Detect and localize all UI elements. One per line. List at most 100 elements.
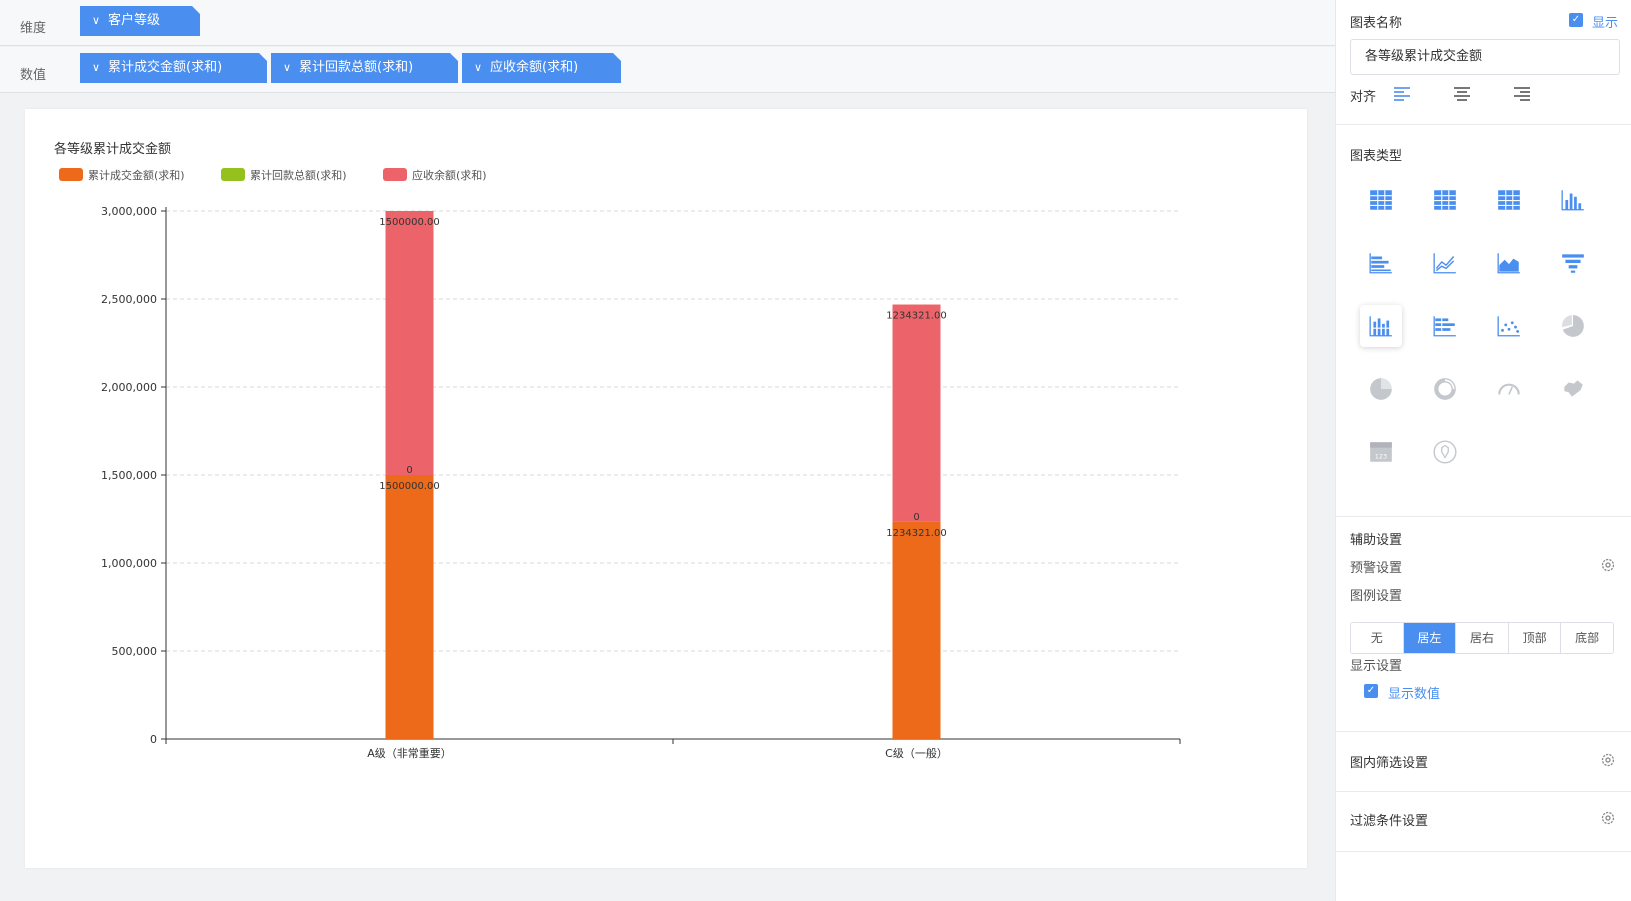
y-tick-label: 2,000,000 (101, 381, 157, 394)
legend-swatch (383, 168, 407, 181)
chart-type-option[interactable] (1424, 305, 1466, 347)
align-label: 对齐 (1350, 90, 1377, 105)
gear-icon[interactable] (1600, 557, 1616, 573)
value-pill[interactable]: ∨ 累计回款总额(求和) (271, 53, 458, 83)
value-shelf: 数值 ∨ 累计成交金额(求和) ∨ 累计回款总额(求和) ∨ 应收余额(求和) (0, 47, 1335, 93)
legend-option-1[interactable]: 居左 (1403, 623, 1457, 653)
bar-segment[interactable] (892, 304, 941, 522)
chart-title: 各等级累计成交金额 (54, 141, 171, 157)
warning-settings-label: 预警设置 (1350, 561, 1403, 576)
dimension-pill[interactable]: ∨ 客户等级 (80, 6, 200, 36)
donut-chart-icon (1434, 378, 1456, 400)
legend-option-3[interactable]: 顶部 (1508, 623, 1562, 653)
inner-filter-label: 图内筛选设置 (1350, 756, 1429, 771)
chart-title-section: 图表名称 ✓ 显示 各等级累计成交金额 对齐 (1336, 0, 1631, 125)
data-label: 0 (913, 512, 919, 523)
data-label: 1500000.00 (379, 217, 439, 228)
value-label: 数值 (20, 68, 47, 83)
display-settings-label: 显示设置 (1350, 659, 1403, 674)
bar-segment[interactable] (385, 475, 434, 739)
bar-chart-icon (1369, 253, 1392, 274)
align-right-icon[interactable] (1513, 86, 1531, 102)
value-pill[interactable]: ∨ 应收余额(求和) (462, 53, 621, 83)
y-tick-label: 3,000,000 (101, 205, 157, 218)
chart-type-option[interactable] (1360, 242, 1402, 284)
chart-type-option[interactable] (1424, 242, 1466, 284)
legend-label: 累计成交金额(求和) (88, 168, 185, 182)
legend-swatch (59, 168, 83, 181)
chart-type-option[interactable] (1424, 368, 1466, 410)
gear-icon[interactable] (1600, 752, 1616, 768)
dimension-label: 维度 (20, 21, 47, 36)
area-chart-icon (1497, 253, 1520, 274)
y-tick-label: 500,000 (112, 645, 158, 658)
x-tick-label: C级（一般） (885, 747, 948, 760)
y-tick-label: 2,500,000 (101, 293, 157, 306)
line-chart-icon (1433, 253, 1456, 274)
show-values-checkbox[interactable]: ✓ (1364, 684, 1378, 698)
chart-type-option[interactable] (1488, 305, 1530, 347)
chart-card: 各等级累计成交金额 累计成交金额(求和) 累计回款总额(求和) 应收余额(求和) 0 50… (25, 109, 1307, 868)
chevron-down-icon: ∨ (283, 61, 292, 74)
svg-text:123: 123 (1375, 453, 1387, 461)
legend-option-2[interactable]: 居右 (1456, 623, 1509, 653)
chart-type-option[interactable] (1424, 179, 1466, 221)
filter-condition-label: 过滤条件设置 (1350, 814, 1429, 829)
align-center-icon[interactable] (1453, 86, 1471, 102)
chart-type-option[interactable] (1488, 179, 1530, 221)
chart-type-option[interactable] (1360, 179, 1402, 221)
legend-position-control: 无居左 居右 顶部 底部 (1350, 622, 1614, 654)
table-icon (1370, 190, 1392, 210)
chart-type-option[interactable] (1488, 368, 1530, 410)
chart-editor-area: 维度 ∨ 客户等级 数值 ∨ 累计成交金额(求和) ∨ 累计回款总额(求和) ∨ 应收余… (0, 0, 1335, 868)
data-label: 1234321.00 (886, 528, 946, 539)
chart-type-label: 图表类型 (1350, 149, 1403, 164)
scatter-chart-icon (1497, 316, 1520, 337)
chart-type-option[interactable] (1552, 368, 1594, 410)
pie-chart-icon (1562, 315, 1584, 337)
legend-option-4[interactable]: 底部 (1561, 623, 1613, 653)
bar-segment[interactable] (892, 521, 941, 739)
chart-type-section: 图表类型 (1336, 125, 1631, 517)
filter-condition-section: 过滤条件设置 (1336, 792, 1631, 852)
chart-type-option[interactable] (1552, 242, 1594, 284)
show-values-label[interactable]: 显示数值 (1388, 687, 1441, 702)
chart-type-option[interactable] (1360, 305, 1402, 347)
chart-type-option[interactable] (1424, 431, 1466, 473)
y-tick-label: 1,500,000 (101, 469, 157, 482)
aux-settings-section: 辅助设置 预警设置 图例设置 显示设置 ✓ 显示数值 (1336, 517, 1631, 732)
y-tick-label: 1,000,000 (101, 557, 157, 570)
gear-icon[interactable] (1600, 810, 1616, 826)
map-chart-icon (1564, 380, 1583, 397)
legend-settings-label: 图例设置 (1350, 589, 1403, 604)
data-label: 0 (406, 465, 412, 476)
value-pill[interactable]: ∨ 累计成交金额(求和) (80, 53, 267, 83)
legend-swatch (221, 168, 245, 181)
align-left-icon[interactable] (1393, 86, 1411, 102)
chart-type-option[interactable] (1552, 179, 1594, 221)
chart-type-option[interactable] (1488, 242, 1530, 284)
chart-type-option[interactable]: 123 (1360, 431, 1402, 473)
chart-title-input[interactable]: 各等级累计成交金额 (1350, 39, 1620, 75)
chart-type-option[interactable] (1552, 305, 1594, 347)
show-title-label[interactable]: 显示 (1592, 16, 1619, 31)
bar-segment[interactable] (385, 211, 434, 475)
cross-table-icon (1434, 190, 1456, 210)
gauge-chart-icon (1498, 383, 1520, 395)
dimension-shelf: 维度 ∨ 客户等级 (0, 0, 1335, 46)
chevron-down-icon: ∨ (474, 61, 483, 74)
chevron-down-icon: ∨ (92, 14, 101, 27)
chart-name-label: 图表名称 (1350, 16, 1403, 31)
stacked-column-icon (1369, 316, 1392, 337)
aux-settings-label: 辅助设置 (1350, 533, 1403, 548)
legend-option-0[interactable]: 无 (1351, 623, 1404, 653)
inner-filter-section: 图内筛选设置 (1336, 732, 1631, 792)
chart-type-option[interactable] (1360, 368, 1402, 410)
y-tick-label: 0 (150, 733, 157, 746)
show-title-checkbox[interactable]: ✓ (1569, 13, 1583, 27)
detail-table-icon (1498, 190, 1520, 210)
settings-panel: 图表名称 ✓ 显示 各等级累计成交金额 对齐 图表类型 123 辅助设置 预警设… (1335, 0, 1631, 901)
radar-icon (1433, 440, 1457, 464)
data-label: 1500000.00 (379, 481, 439, 492)
